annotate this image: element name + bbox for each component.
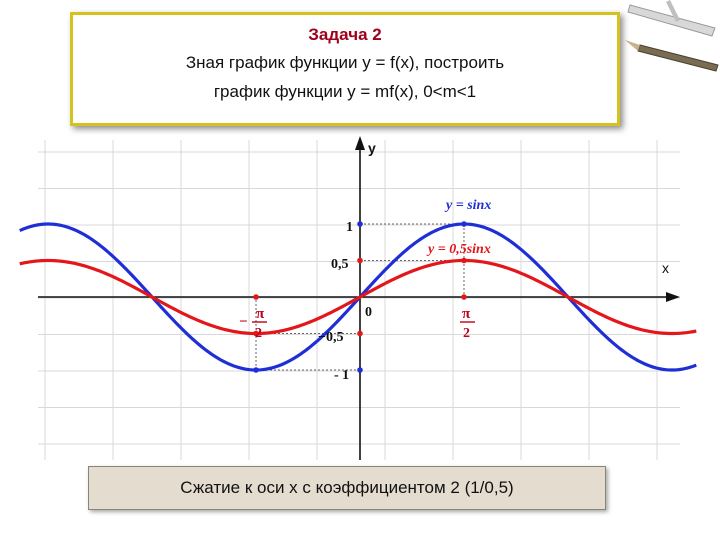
origin-label: 0 (365, 305, 372, 320)
task-line-2: график функции y = mf(x), 0<m<1 (213, 82, 477, 101)
x-tick-neg-denominator: 2 (255, 326, 262, 341)
task-panel: Задача 2 Зная график функции y = f(x), п… (70, 12, 620, 126)
task-title: Задача 2 (308, 25, 382, 44)
y-axis-arrow (355, 136, 365, 150)
marked-points (253, 221, 467, 373)
x-axis-arrow (666, 292, 680, 302)
y-axis-label: y (368, 140, 376, 156)
x-tick-pos-pi: π (462, 306, 471, 322)
x-tick-neg-minus: − (239, 314, 248, 330)
data-point (357, 221, 363, 227)
series-label-sin: y = sinx (444, 198, 491, 213)
data-point (253, 294, 259, 300)
task-line-1: Зная график функции y = f(x), построить (185, 53, 505, 72)
data-point (253, 330, 259, 337)
y-tick-neg-half: −0,5 (318, 330, 343, 345)
data-point (461, 294, 467, 300)
pens-decoration (625, 0, 719, 72)
x-tick-neg-pi: π (256, 306, 265, 322)
y-tick-half: 0,5 (331, 257, 349, 272)
series-line-half-sin (19, 258, 697, 336)
data-point (461, 221, 467, 227)
caption-text: Сжатие к оси x с коэффициентом 2 (1/0,5) (180, 478, 514, 497)
caption-panel: Сжатие к оси x с коэффициентом 2 (1/0,5) (88, 466, 606, 510)
y-tick-neg-one: - 1 (334, 368, 349, 383)
data-point (357, 257, 363, 264)
curves (19, 222, 697, 372)
data-point (461, 257, 467, 264)
x-tick-pos-denominator: 2 (463, 326, 470, 341)
data-point (357, 367, 363, 373)
x-axis-label: x (662, 260, 669, 276)
series-label-half-sin: y = 0,5sinx (426, 242, 491, 257)
data-point (357, 330, 363, 337)
data-point (253, 367, 259, 373)
y-tick-one: 1 (346, 220, 353, 235)
